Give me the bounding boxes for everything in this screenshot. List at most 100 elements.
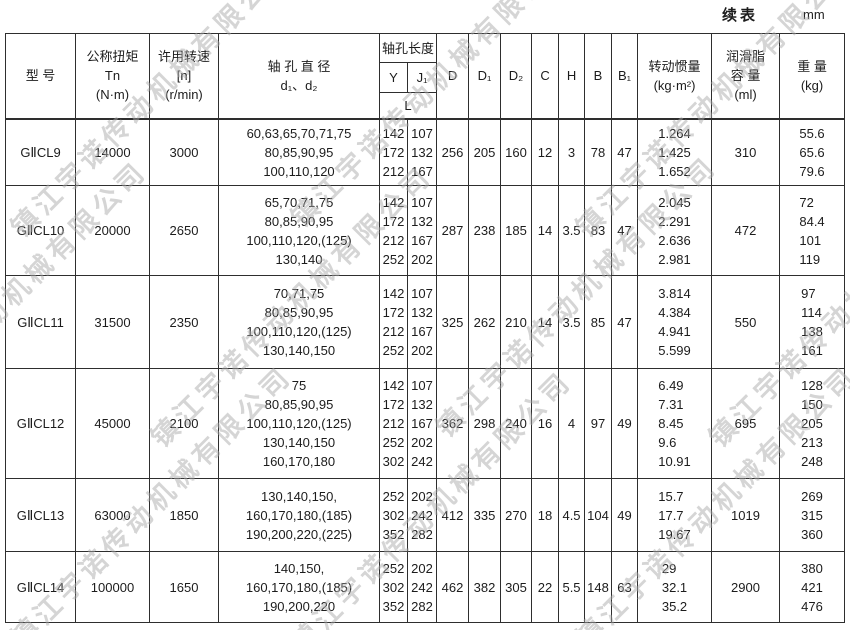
cell-speed: 2350: [149, 275, 219, 369]
cell-d1: 205: [468, 117, 502, 186]
cell-b1: 63: [611, 551, 639, 623]
table-row: GⅡCL12 45000 2100 75 80,85,90,95 100,110,12…: [5, 368, 846, 479]
cell-c: 14: [531, 275, 560, 369]
cell-grease: 1019: [711, 478, 781, 552]
cell-weight: 97 114 138 161: [779, 275, 846, 369]
cell-torque: 20000: [75, 185, 150, 276]
cell-j1: 107 132 167: [406, 117, 438, 186]
header-weight: 重 量 (kg): [779, 33, 846, 119]
cell-y: 142 172 212 252: [379, 275, 408, 369]
cell-d: 362: [436, 368, 470, 479]
cell-weight-values: 269 315 360: [801, 488, 823, 542]
continued-table-label: 续表: [722, 7, 759, 24]
cell-c: 14: [531, 185, 560, 276]
cell-j1: 107 132 167 202 242: [406, 368, 438, 479]
header-grease: 润滑脂 容 量 (ml): [711, 33, 781, 119]
cell-y: 142 172 212: [379, 117, 408, 186]
cell-j1: 107 132 167 202: [406, 275, 438, 369]
cell-b: 78: [584, 117, 613, 186]
cell-h: 4: [558, 368, 586, 479]
cell-d: 256: [436, 117, 470, 186]
cell-inertia: 15.7 17.7 19.67: [637, 478, 713, 552]
cell-d1: 262: [468, 275, 502, 369]
table-header: 型 号 公称扭矩 Tn (N·m) 许用转速 [n] (r/min) 轴 孔 直…: [5, 33, 846, 119]
cell-inertia-values: 1.264 1.425 1.652: [658, 125, 691, 179]
cell-j1: 202 242 282: [406, 478, 438, 552]
cell-inertia-values: 29 32.1 35.2: [661, 560, 688, 614]
cell-grease: 310: [711, 117, 781, 186]
header-model: 型 号: [5, 33, 76, 119]
header-l: L: [378, 92, 438, 119]
cell-c: 18: [531, 478, 560, 552]
cell-inertia: 1.264 1.425 1.652: [637, 117, 713, 186]
header-speed: 许用转速 [n] (r/min): [149, 33, 219, 119]
cell-torque: 14000: [75, 117, 150, 186]
cell-weight: 128 150 205 213 248: [779, 368, 846, 479]
table-row: GⅡCL10 20000 2650 65,70,71,75 80,85,90,95 1…: [5, 185, 846, 276]
header-torque: 公称扭矩 Tn (N·m): [75, 33, 150, 119]
cell-d: 412: [436, 478, 470, 552]
cell-grease: 695: [711, 368, 781, 479]
cell-weight: 55.6 65.6 79.6: [779, 117, 846, 186]
cell-b1: 47: [611, 275, 639, 369]
cell-inertia-values: 15.7 17.7 19.67: [658, 488, 691, 542]
cell-model: GⅡCL12: [5, 368, 76, 479]
cell-y: 252 302 352: [379, 478, 408, 552]
cell-h: 5.5: [558, 551, 586, 623]
table-row: GⅡCL13 63000 1850 130,140,150, 160,170,180,…: [5, 478, 846, 552]
cell-weight-values: 128 150 205 213 248: [801, 378, 823, 469]
cell-d1: 298: [468, 368, 502, 479]
cell-b: 83: [584, 185, 613, 276]
cell-model: GⅡCL11: [5, 275, 76, 369]
cell-weight-values: 380 421 476: [801, 560, 823, 614]
cell-torque: 63000: [75, 478, 150, 552]
cell-b: 97: [584, 368, 613, 479]
header-d: D: [436, 33, 470, 119]
cell-diameters: 65,70,71,75 80,85,90,95 100,110,120,(125…: [218, 185, 380, 276]
cell-diameters: 70,71,75 80,85,90,95 100,110,120,(125) 1…: [218, 275, 380, 369]
cell-weight-values: 72 84.4 101 119: [799, 194, 825, 267]
coupling-spec-table: 型 号 公称扭矩 Tn (N·m) 许用转速 [n] (r/min) 轴 孔 直…: [5, 33, 846, 623]
cell-weight: 72 84.4 101 119: [779, 185, 846, 276]
cell-d1: 335: [468, 478, 502, 552]
cell-h: 3: [558, 117, 586, 186]
cell-h: 3.5: [558, 275, 586, 369]
table-body: GⅡCL9 14000 3000 60,63,65,70,71,75 80,85,90…: [5, 117, 846, 623]
cell-inertia-values: 3.814 4.384 4.941 5.599: [658, 286, 691, 358]
cell-j1: 107 132 167 202: [406, 185, 438, 276]
table-row: GⅡCL11 31500 2350 70,71,75 80,85,90,95 100,…: [5, 275, 846, 369]
cell-grease: 472: [711, 185, 781, 276]
cell-y: 252 302 352: [379, 551, 408, 623]
cell-b: 104: [584, 478, 613, 552]
cell-c: 12: [531, 117, 560, 186]
cell-b1: 49: [611, 478, 639, 552]
header-y: Y: [379, 62, 408, 93]
cell-d2: 270: [500, 478, 533, 552]
cell-b1: 49: [611, 368, 639, 479]
cell-weight: 380 421 476: [779, 551, 846, 623]
cell-torque: 45000: [75, 368, 150, 479]
table-row: GⅡCL9 14000 3000 60,63,65,70,71,75 80,85,90…: [5, 117, 846, 186]
table-row: GⅡCL14 100000 1650 140,150, 160,170,180,(18…: [5, 551, 846, 623]
cell-d2: 210: [500, 275, 533, 369]
header-d1: D₁: [468, 33, 502, 119]
cell-d1: 238: [468, 185, 502, 276]
cell-inertia: 6.49 7.31 8.45 9.6 10.91: [637, 368, 713, 479]
cell-grease: 2900: [711, 551, 781, 623]
cell-speed: 2650: [149, 185, 219, 276]
cell-d2: 160: [500, 117, 533, 186]
cell-weight-values: 55.6 65.6 79.6: [799, 125, 825, 179]
cell-diameters: 75 80,85,90,95 100,110,120,(125) 130,140…: [218, 368, 380, 479]
cell-y: 142 172 212 252: [379, 185, 408, 276]
cell-speed: 2100: [149, 368, 219, 479]
cell-b: 85: [584, 275, 613, 369]
cell-diameters: 130,140,150, 160,170,180,(185) 190,200,2…: [218, 478, 380, 552]
cell-d2: 185: [500, 185, 533, 276]
cell-d: 287: [436, 185, 470, 276]
cell-inertia: 2.045 2.291 2.636 2.981: [637, 185, 713, 276]
cell-model: GⅡCL13: [5, 478, 76, 552]
cell-inertia: 29 32.1 35.2: [637, 551, 713, 623]
cell-diameters: 60,63,65,70,71,75 80,85,90,95 100,110,12…: [218, 117, 380, 186]
cell-d1: 382: [468, 551, 502, 623]
